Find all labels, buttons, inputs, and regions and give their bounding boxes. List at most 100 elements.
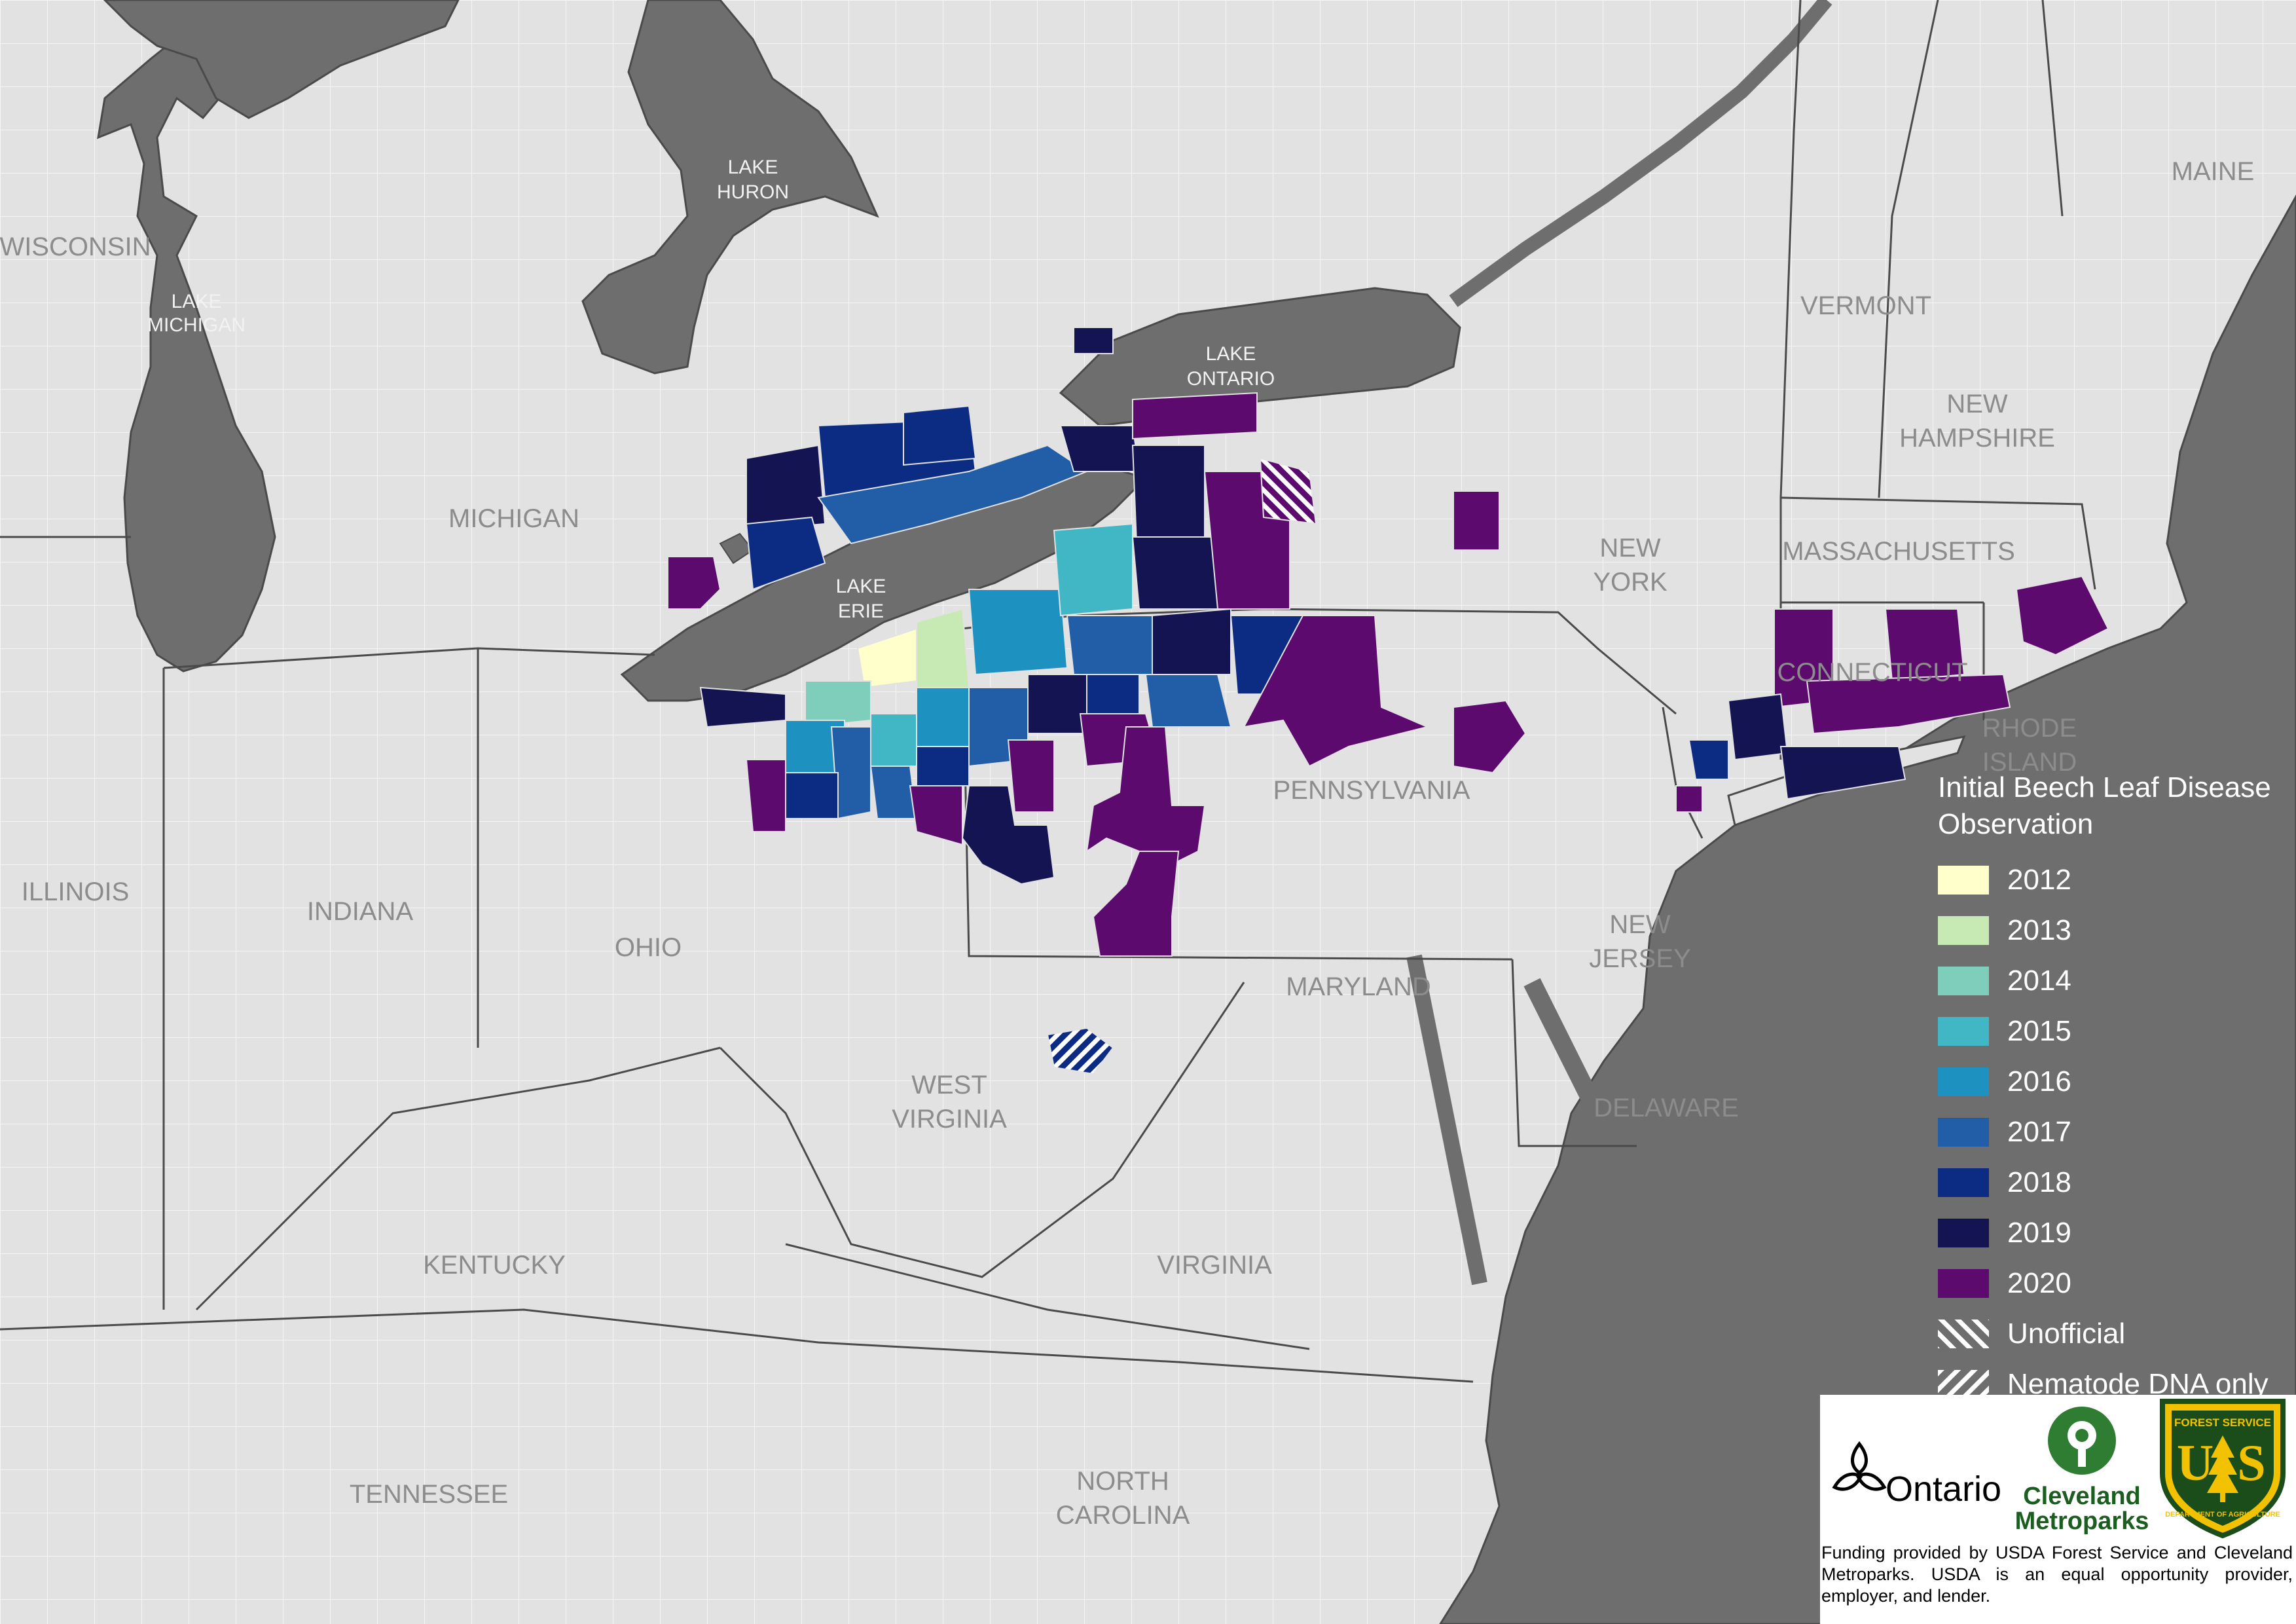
state-label-west-virginia: WEST VIRGINIA (892, 1071, 1007, 1134)
usfs-letter-s: S (2237, 1434, 2265, 1491)
state-label-vermont: VERMONT (1800, 291, 1931, 320)
legend-label: 2013 (2007, 913, 2071, 946)
region-2018 (1688, 739, 1729, 780)
legend-swatch (1938, 1016, 1989, 1046)
region-2020 (1132, 392, 1258, 440)
state-label-north-carolina: NORTH CAROLINA (1056, 1467, 1190, 1530)
legend-item: 2017 (1938, 1107, 2291, 1157)
region-2019 (961, 785, 1055, 885)
state-label-wisconsin: WISCONSIN (0, 232, 151, 261)
legend-item-unofficial: Unofficial (1938, 1308, 2291, 1359)
legend-label: 2018 (2007, 1166, 2071, 1198)
metroparks-logo-text: Metroparks (2015, 1507, 2149, 1535)
legend-label: Nematode DNA only (2007, 1367, 2269, 1400)
lake-superior-edge (103, 0, 460, 119)
logo-row: Ontario Cleveland Metroparks FOREST SERV… (1832, 1399, 2286, 1539)
logo-panel: Ontario Cleveland Metroparks FOREST SERV… (1820, 1395, 2296, 1624)
legend-label: 2015 (2007, 1014, 2071, 1047)
region-2019 (746, 444, 826, 532)
region-2020 (2015, 575, 2109, 656)
region-2020 (1453, 699, 1527, 774)
legend-label: 2012 (2007, 863, 2071, 896)
legend-label: Unofficial (2007, 1317, 2126, 1350)
region-2013 (916, 608, 970, 695)
legend-label: 2014 (2007, 964, 2071, 997)
legend-item: 2016 (1938, 1056, 2291, 1107)
state-label-virginia: VIRGINIA (1157, 1251, 1272, 1280)
region-unofficial (1259, 457, 1317, 525)
lake-label: LAKE HURON (717, 157, 789, 203)
cleveland-metroparks-icon (2048, 1407, 2116, 1475)
legend-title: Initial Beech Leaf Disease Observation (1938, 771, 2271, 840)
legend-swatch (1938, 865, 1989, 895)
legend: Initial Beech Leaf Disease Observation 2… (1938, 769, 2291, 1409)
legend-swatch (1938, 1168, 1989, 1197)
state-label-illinois: ILLINOIS (22, 877, 130, 906)
region-2020 (1453, 490, 1500, 551)
region-2019 (1727, 693, 1789, 761)
region-2018 (745, 516, 826, 591)
cleveland-logo-text: Cleveland (2023, 1483, 2141, 1510)
state-label-new-york: NEW YORK (1593, 534, 1667, 597)
disease-regions (667, 327, 2109, 1075)
region-2017 (869, 766, 918, 819)
region-2018 (1086, 674, 1140, 714)
atlantic-ocean (1439, 194, 2296, 1624)
legend-item: 2014 (1938, 955, 2291, 1006)
legend-swatch (1938, 915, 1989, 945)
region-2020 (1675, 785, 1703, 813)
legend-label: 2019 (2007, 1216, 2071, 1249)
state-label-maryland: MARYLAND (1286, 972, 1431, 1001)
region-2020 (1007, 739, 1055, 813)
region-2019 (1779, 746, 1906, 800)
usfs-tree-icon (2207, 1435, 2238, 1493)
region-2020 (1806, 673, 2011, 735)
legend-item: 2018 (1938, 1157, 2291, 1208)
state-label-ohio: OHIO (615, 933, 682, 962)
region-2017 (1144, 674, 1232, 728)
state-label-pennsylvania: PENNSYLVANIA (1273, 776, 1470, 805)
legend-item: 2020 (1938, 1258, 2291, 1308)
region-2017 (817, 444, 1089, 545)
region-2018 (903, 405, 977, 466)
region-2018 (785, 772, 839, 819)
ontario-logo-text: Ontario (1886, 1469, 2001, 1509)
usfs-letter-u: U (2177, 1434, 2214, 1491)
legend-label: 2016 (2007, 1065, 2071, 1098)
region-2019 (699, 686, 786, 728)
legend-swatch (1938, 1218, 1989, 1247)
lake-michigan (97, 25, 276, 673)
legend-item: 2019 (1938, 1208, 2291, 1258)
region-2015 (870, 713, 917, 767)
usfs-shield-icon: FOREST SERVICE U S DEPARTMENT OF AGRICUL… (2160, 1399, 2286, 1539)
state-label-new-hampshire: NEW HAMPSHIRE (1899, 390, 2055, 452)
legend-item: 2013 (1938, 905, 2291, 955)
legend-item: 2015 (1938, 1006, 2291, 1056)
lake-huron (581, 0, 879, 375)
region-2019 (1073, 327, 1114, 354)
region-2019 (1131, 536, 1218, 610)
legend-label: 2017 (2007, 1115, 2071, 1148)
chesapeake-bay (1406, 954, 1487, 1285)
usfs-bottom-text: DEPARTMENT OF AGRICULTURE (2165, 1511, 2280, 1519)
state-label-maine: MAINE (2172, 157, 2255, 186)
state-label-connecticut: CONNECTICUT (1777, 658, 1967, 687)
state-label-kentucky: KENTUCKY (423, 1251, 566, 1280)
region-2016 (968, 589, 1068, 676)
region-2016 (916, 687, 970, 747)
lake-label: LAKE ONTARIO (1187, 343, 1275, 390)
region-nematode-dna (1046, 1027, 1114, 1075)
legend-swatch (1938, 966, 1989, 995)
lake-label: LAKE ERIE (836, 576, 886, 622)
region-2020 (667, 556, 721, 610)
region-2020 (1092, 851, 1180, 957)
legend-swatch (1938, 1067, 1989, 1096)
legend-item-nematode: Nematode DNA only (1938, 1359, 2291, 1409)
state-label-michigan: MICHIGAN (448, 504, 579, 533)
region-2020 (909, 785, 963, 846)
nematode-hatch-icon (1938, 1369, 1989, 1399)
state-label-delaware: DELAWARE (1594, 1094, 1739, 1122)
region-2020 (1884, 608, 1965, 682)
